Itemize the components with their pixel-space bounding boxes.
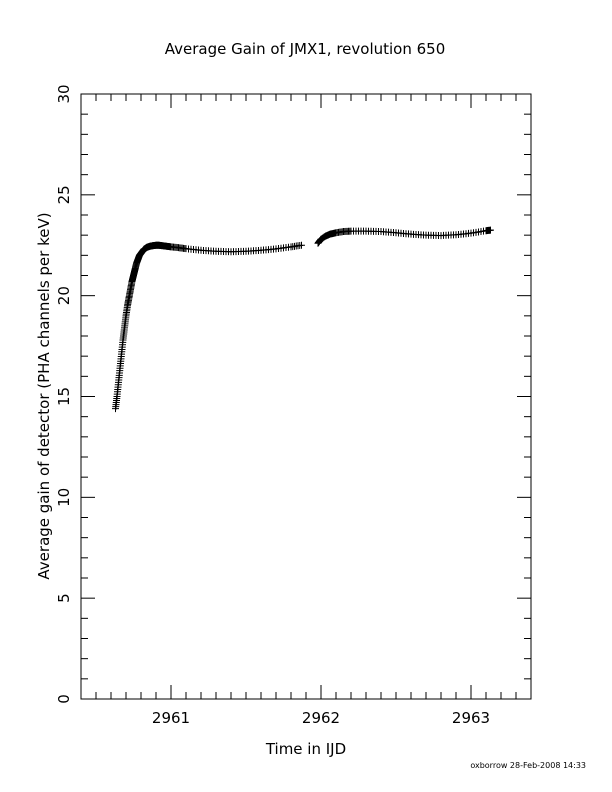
chart-title: Average Gain of JMX1, revolution 650 (165, 40, 446, 58)
y-axis: 0 5 10 15 20 25 30 (55, 84, 531, 704)
x-tick-label: 2962 (302, 709, 340, 727)
y-tick-label: 30 (55, 84, 73, 103)
x-tick-label: 2963 (452, 709, 490, 727)
series-1 (112, 241, 305, 413)
footer-credit: oxborrow 28-Feb-2008 14:33 (470, 761, 586, 770)
y-tick-label: 25 (55, 185, 73, 204)
plot-area: 2961 2962 2963 0 5 10 15 20 25 30 (55, 84, 532, 727)
y-tick-label: 10 (55, 488, 73, 507)
data-point (487, 226, 494, 234)
plot-frame (80, 93, 532, 700)
series-2 (314, 226, 494, 247)
y-tick-label: 15 (55, 387, 73, 406)
y-tick-label: 20 (55, 286, 73, 305)
x-axis: 2961 2962 2963 (80, 94, 532, 727)
x-axis-label: Time in IJD (265, 740, 346, 758)
data-points (112, 226, 494, 413)
data-point (298, 241, 305, 249)
x-tick-label: 2961 (152, 709, 190, 727)
y-tick-label: 5 (55, 593, 73, 603)
y-axis-label: Average gain of detector (PHA channels p… (35, 212, 53, 579)
y-tick-label: 0 (55, 694, 73, 704)
